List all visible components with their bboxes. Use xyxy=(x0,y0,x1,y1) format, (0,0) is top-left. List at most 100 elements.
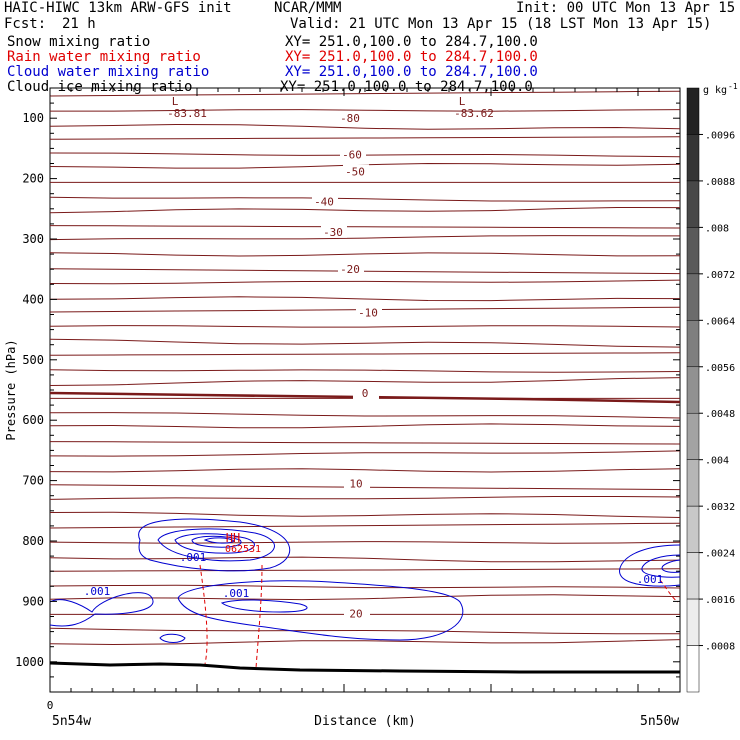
isotherm xyxy=(49,352,681,356)
low-value: -83.62 xyxy=(454,107,494,120)
colorbar-label: .0064 xyxy=(705,316,735,327)
x-right-location: 5n50w xyxy=(640,714,679,729)
y-tick-label: 500 xyxy=(22,353,44,367)
y-tick-label: 200 xyxy=(22,172,44,186)
field-name-cloud-ice: Cloud ice mixing ratio xyxy=(7,79,193,95)
colorbar-segment xyxy=(686,134,700,182)
y-tick-label: 100 xyxy=(22,111,44,125)
isotherm xyxy=(49,541,681,544)
colorbar-segment xyxy=(686,366,700,414)
rain-water-contour xyxy=(255,564,263,669)
cloud-water-contour xyxy=(177,580,464,641)
isotherm xyxy=(49,296,681,302)
isotherm xyxy=(49,627,681,635)
y-tick-label: 800 xyxy=(22,534,44,548)
isotherm xyxy=(49,377,681,386)
isotherm-label: -80 xyxy=(340,112,360,125)
cloud-water-contour xyxy=(138,518,291,572)
init-time: Init: 00 UTC Mon 13 Apr 15 xyxy=(516,0,736,16)
field-xy-rain: XY= 251.0,100.0 to 284.7,100.0 xyxy=(285,49,538,65)
colorbar-label: .0032 xyxy=(705,502,735,513)
isotherm xyxy=(49,90,681,97)
cloud-water-contour xyxy=(641,554,681,578)
cloud-water-label: .001 xyxy=(180,551,207,564)
isotherm-label-bg xyxy=(321,224,347,238)
colorbar-label: .004 xyxy=(705,456,729,467)
low-value: -83.81 xyxy=(167,107,207,120)
isotherm xyxy=(49,252,681,257)
isotherm xyxy=(50,109,681,112)
rain-max-mark: HH xyxy=(226,531,240,545)
valid-time: Valid: 21 UTC Mon 13 Apr 15 (18 LST Mon … xyxy=(290,16,712,32)
isotherm-label-bg xyxy=(343,164,369,178)
cloud-water-contour xyxy=(619,544,681,587)
isotherm-label-bg xyxy=(338,262,364,276)
isotherm xyxy=(49,369,681,373)
isotherm-label-bg xyxy=(353,386,379,400)
isotherm-label: -50 xyxy=(345,165,365,178)
cloud-water-contour xyxy=(191,535,242,548)
isotherm xyxy=(49,450,681,457)
field-xy-cloud-ice: XY= 251.0,100.0 to 284.7,100.0 xyxy=(280,79,533,95)
isotherm-label: -30 xyxy=(323,226,343,239)
cloud-water-contour xyxy=(157,528,275,562)
isotherm-label-bg xyxy=(312,194,338,208)
isotherm-label: -40 xyxy=(314,196,334,209)
low-mark: L xyxy=(459,95,466,108)
colorbar-label: .0072 xyxy=(705,270,735,281)
isotherm-label: -10 xyxy=(358,307,378,320)
isotherm-label-bg xyxy=(344,476,370,490)
colorbar-segment xyxy=(686,320,700,368)
center-label: NCAR/MMM xyxy=(274,0,342,16)
colorbar-unit-exponent: -1 xyxy=(728,82,738,91)
cloud-water-label: .001 xyxy=(223,587,250,600)
colorbar-label: .0088 xyxy=(705,177,735,188)
colorbar-label: .0056 xyxy=(705,363,735,374)
y-tick-label: 1000 xyxy=(15,655,44,669)
y-tick-label: 400 xyxy=(22,292,44,306)
cloud-water-contour xyxy=(159,633,186,643)
cloud-water-contour xyxy=(174,533,255,554)
colorbar-segment xyxy=(686,598,700,646)
x-axis-label: Distance (km) xyxy=(314,714,416,729)
isotherm xyxy=(49,594,681,601)
isotherm xyxy=(49,522,681,529)
forecast-label: Fcst: xyxy=(4,16,47,32)
rain-water-contours xyxy=(199,564,679,669)
isotherm xyxy=(49,279,681,285)
cloud-water-contour xyxy=(220,599,308,613)
field-name-rain: Rain water mixing ratio xyxy=(7,49,201,65)
field-name-cloud-water: Cloud water mixing ratio xyxy=(7,64,210,80)
cloud-water-contours xyxy=(49,518,681,643)
y-axis-label: Pressure (hPa) xyxy=(4,339,18,440)
isotherm xyxy=(49,325,681,328)
isotherm xyxy=(49,568,681,572)
isotherm xyxy=(49,639,681,646)
isotherm-label-bg xyxy=(338,111,364,125)
isotherm xyxy=(49,196,681,202)
colorbar-label: .0048 xyxy=(705,409,735,420)
cloud-water-contour xyxy=(203,537,235,544)
isotherm xyxy=(49,206,681,214)
ground-line xyxy=(49,661,680,674)
isotherm xyxy=(49,412,681,419)
forecast-hour: 21 h xyxy=(62,16,96,32)
colorbar-segment xyxy=(686,227,700,275)
field-name-snow: Snow mixing ratio xyxy=(7,34,151,50)
colorbar-segment xyxy=(686,645,700,693)
colorbar-segment xyxy=(686,87,700,135)
isotherm xyxy=(49,496,681,500)
model-title: HAIC-HIWC 13km ARW-GFS init xyxy=(4,0,232,16)
colorbar-segment xyxy=(686,412,700,460)
y-tick-label: 900 xyxy=(22,594,44,608)
cloud-water-contour xyxy=(661,559,681,573)
colorbar-segment xyxy=(686,552,700,600)
colorbar-label: .008 xyxy=(705,223,729,234)
rain-water-contour xyxy=(659,579,679,603)
colorbar-label: .0008 xyxy=(705,642,735,653)
cloud-water-label: .001 xyxy=(637,573,664,586)
isotherm-label-bg xyxy=(356,305,382,319)
colorbar-segment xyxy=(686,505,700,553)
